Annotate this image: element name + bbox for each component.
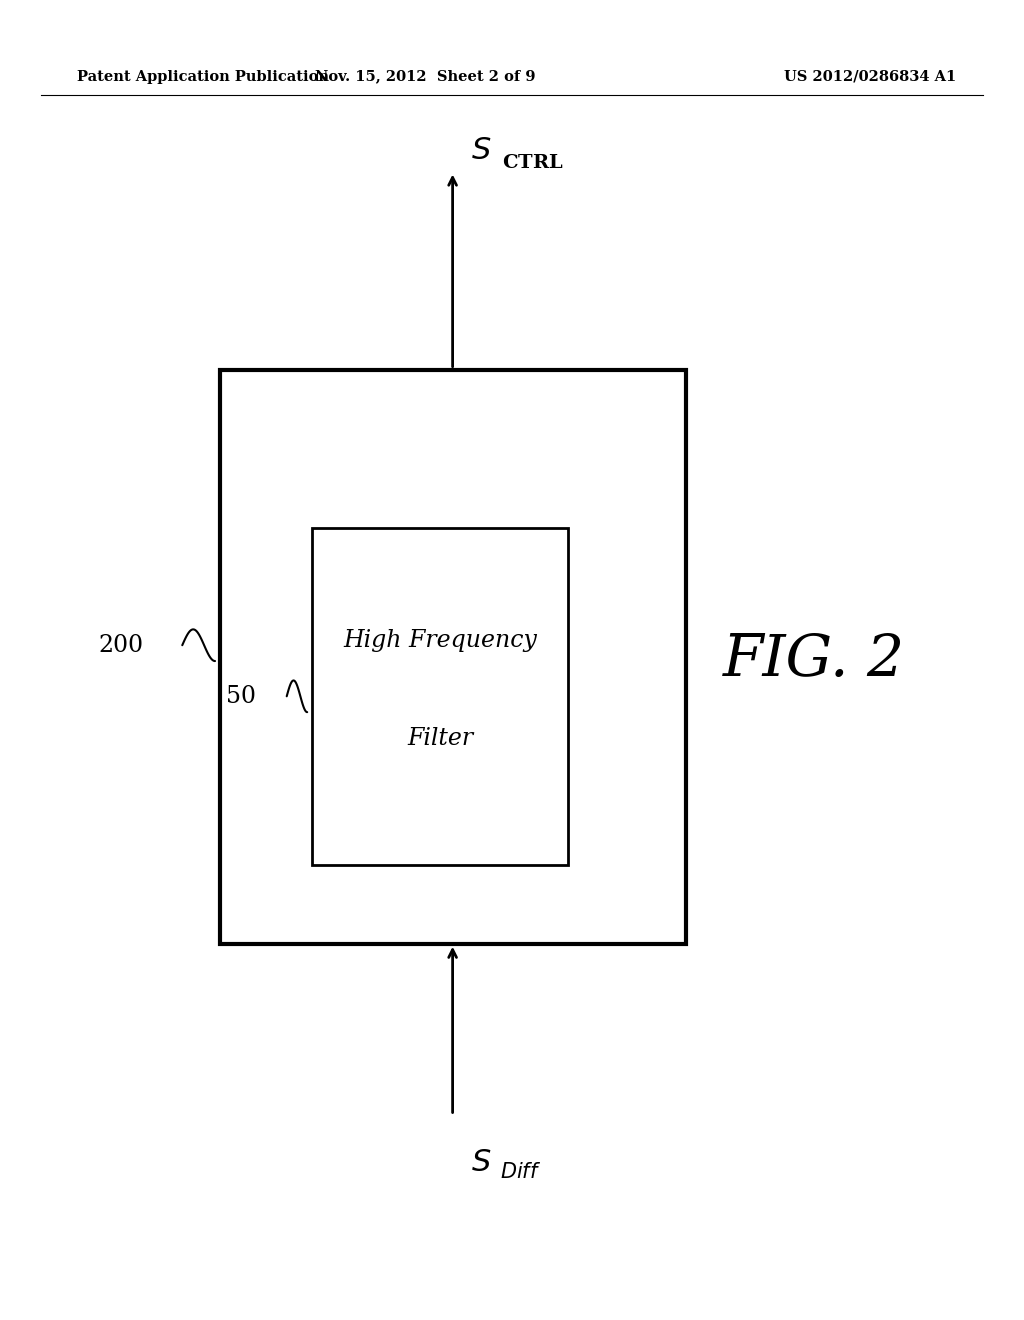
Text: FIG. 2: FIG. 2 [723,632,905,688]
Bar [220,370,686,944]
Text: Filter: Filter [408,727,473,750]
Text: $S$: $S$ [471,136,492,165]
Text: $\mathregular{CTRL}$: $\mathregular{CTRL}$ [502,153,563,172]
Text: 200: 200 [98,634,143,657]
Text: $S$: $S$ [471,1148,492,1177]
Text: Patent Application Publication: Patent Application Publication [77,70,329,83]
Text: High Frequency: High Frequency [343,630,538,652]
Text: $\mathit{Diff}$: $\mathit{Diff}$ [500,1162,541,1181]
Text: Nov. 15, 2012  Sheet 2 of 9: Nov. 15, 2012 Sheet 2 of 9 [314,70,536,83]
Text: 50: 50 [226,685,256,708]
Bar [312,528,568,865]
Text: US 2012/0286834 A1: US 2012/0286834 A1 [784,70,956,83]
